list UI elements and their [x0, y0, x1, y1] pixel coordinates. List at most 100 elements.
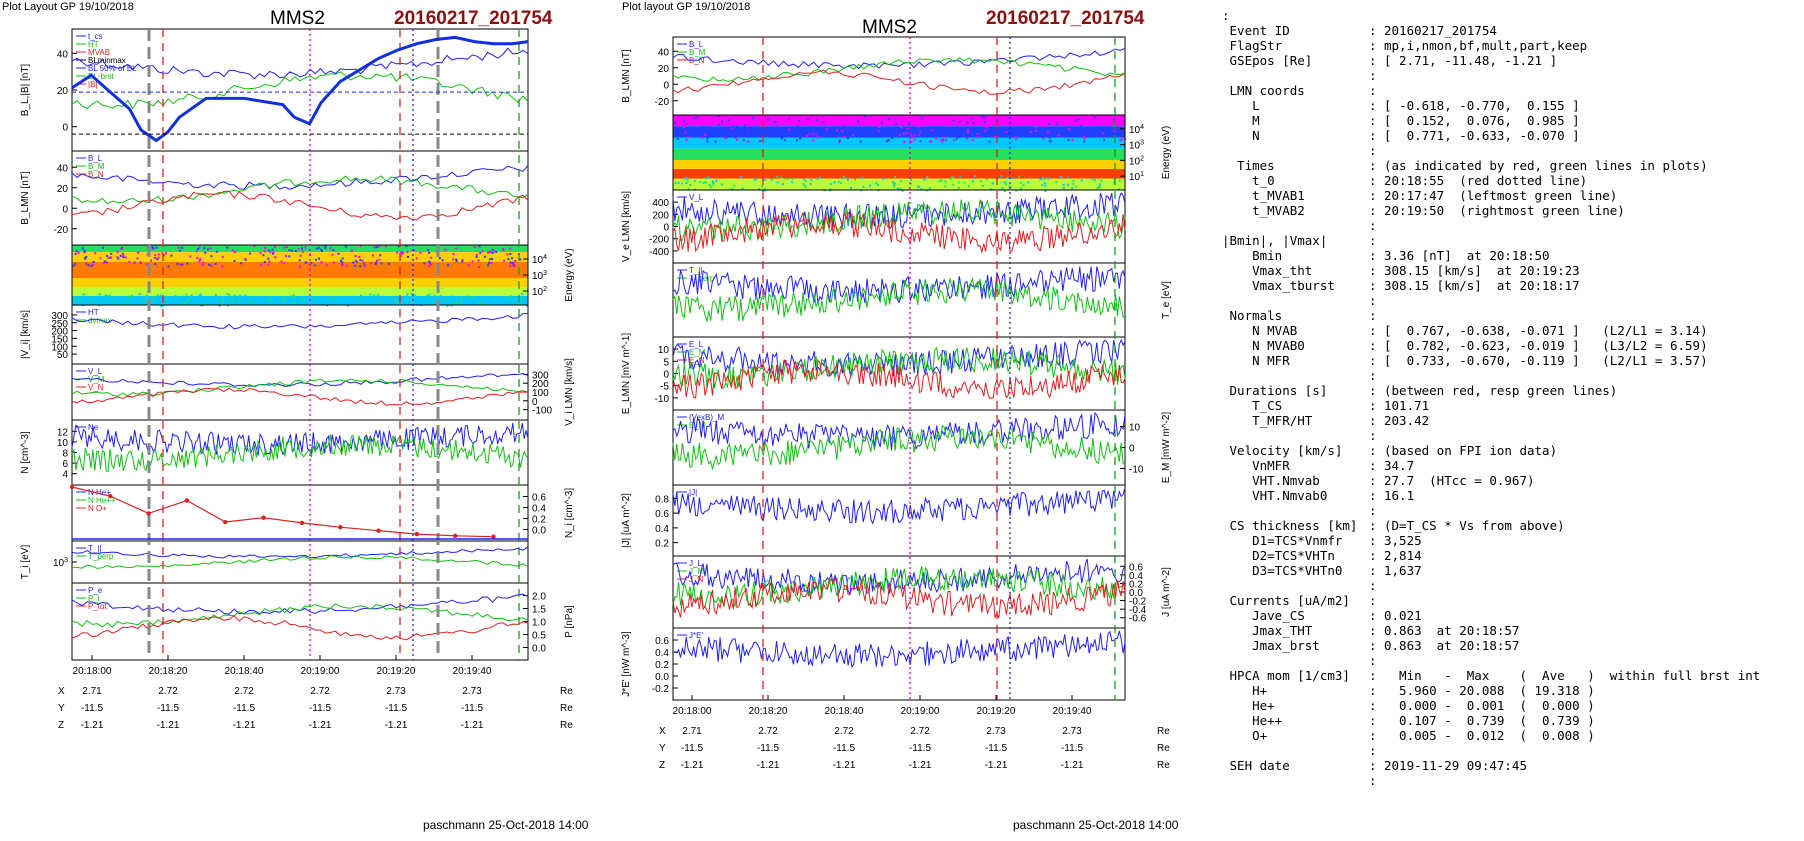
series-line: [71, 546, 529, 559]
spectrogram-pixel: [473, 246, 476, 249]
he-plus-plus-point: [452, 533, 458, 539]
spectrogram-pixel: [423, 262, 426, 265]
spectrogram-pixel: [1118, 179, 1121, 182]
info-line: Jave_CS:0.021: [1222, 608, 1802, 623]
spectrogram-pixel: [796, 125, 799, 128]
spectrogram-pixel: [921, 116, 924, 119]
spectrogram-pixel: [911, 126, 914, 129]
position-label: Y: [58, 703, 65, 714]
spectrogram-pixel: [973, 134, 976, 137]
spectrogram-pixel: [334, 297, 337, 300]
spectrogram-band: [72, 296, 528, 305]
spectrogram-pixel: [179, 263, 182, 266]
y-tick-label: 0.4: [655, 524, 669, 535]
spectrogram-pixel: [1087, 117, 1090, 120]
spectrogram-pixel: [491, 251, 494, 254]
spectrogram-pixel: [803, 134, 806, 137]
y-tick-label: 0.4: [655, 648, 669, 659]
spectrogram-pixel: [361, 259, 364, 262]
spectrogram-pixel: [434, 302, 437, 305]
spectrogram-pixel: [759, 135, 762, 138]
spectrogram-pixel: [929, 140, 932, 143]
y-tick-label: 2.0: [532, 592, 546, 603]
spectrogram-pixel: [720, 118, 723, 121]
spectrogram-pixel: [739, 176, 742, 179]
y-tick-label: 104: [1129, 124, 1144, 136]
panel-8: -0.20.00.20.40.6 J*E' [nW m^-3] J*E': [621, 627, 1126, 701]
spectrogram-pixel: [428, 293, 431, 296]
spectrogram-pixel: [250, 301, 253, 304]
spectrogram-pixel: [807, 118, 810, 121]
spectrogram-pixel: [1113, 130, 1116, 133]
spectrogram-pixel: [969, 119, 972, 122]
spectrogram-pixel: [77, 251, 80, 254]
info-key: Times: [1222, 158, 1275, 173]
y-axis-label: E_M [mW m^-2]: [1161, 412, 1172, 484]
spectrogram-pixel: [375, 246, 378, 249]
spectrogram-pixel: [846, 137, 849, 140]
panel-1: -20 0 20 40 B_LMN [nT] B_LB_MB_N: [20, 150, 529, 246]
spectrogram-pixel: [479, 302, 482, 305]
info-colon: :: [1369, 158, 1377, 173]
y-tick-label: 5: [663, 357, 669, 368]
position-value: 2.72: [158, 686, 178, 697]
bl-series-line: [71, 35, 529, 143]
spectrogram-pixel: [985, 178, 988, 181]
spectrogram-pixel: [281, 298, 284, 301]
spectrogram-pixel: [122, 254, 125, 257]
y-tick-label: 0.0: [655, 672, 669, 683]
spectrogram-pixel: [941, 140, 944, 143]
spectrogram-pixel: [271, 248, 274, 251]
info-value: 20:17:47 (leftmost green line): [1384, 188, 1618, 203]
panel-2: 102 103 104 Energy (eV): [71, 244, 575, 307]
spectrogram-pixel: [800, 115, 803, 118]
spectrogram-pixel: [885, 140, 888, 143]
spectrogram-pixel: [318, 246, 321, 249]
spectrogram-pixel: [341, 261, 344, 264]
y-tick-label: 0: [663, 80, 669, 91]
spectrogram-pixel: [1067, 183, 1070, 186]
spectrogram-pixel: [267, 263, 270, 266]
spectrogram-pixel: [1096, 187, 1099, 190]
info-line: :: [1222, 428, 1802, 443]
spectrogram-pixel: [516, 301, 519, 304]
position-value: -1.21: [833, 760, 856, 771]
y-axis-label: B_LMN [nT]: [621, 49, 632, 103]
spectrogram-pixel: [1055, 181, 1058, 184]
spectrogram-pixel: [966, 131, 969, 134]
info-key: Durations [s]: [1222, 383, 1328, 398]
legend-label: J_N: [689, 575, 703, 584]
spectrogram-pixel: [87, 264, 90, 267]
info-value: 5.960 - 20.088 ( 19.318 ): [1384, 683, 1595, 698]
spectrogram-pixel: [1117, 188, 1120, 191]
spectrogram-pixel: [910, 133, 913, 136]
spectrogram-pixel: [900, 180, 903, 183]
spectrogram-pixel: [441, 259, 444, 262]
spectrogram-pixel: [838, 115, 841, 118]
position-value: -1.21: [681, 760, 704, 771]
spectrogram-pixel: [693, 179, 696, 182]
spectrogram-pixel: [267, 257, 270, 260]
spectrogram-pixel: [113, 300, 116, 303]
spectrogram-pixel: [787, 118, 790, 121]
spectrogram-pixel: [1042, 176, 1045, 179]
y-tick-label: 200: [532, 379, 549, 390]
spectrogram-pixel: [900, 121, 903, 124]
y-tick-label: 0.6: [1129, 562, 1143, 573]
spectrogram-pixel: [210, 255, 213, 258]
spectrogram-pixel: [943, 117, 946, 120]
spectrogram-pixel: [735, 138, 738, 141]
spectrogram-pixel: [210, 264, 213, 267]
spectrogram-pixel: [714, 140, 717, 143]
spectrogram-pixel: [232, 300, 235, 303]
spectrogram-pixel: [132, 301, 135, 304]
y-tick-label: 101: [1129, 171, 1144, 183]
spectrogram-band: [673, 126, 1125, 138]
series-line: [672, 47, 1126, 70]
spectrogram-pixel: [221, 255, 224, 258]
info-line: T_MFR/HT:203.42: [1222, 413, 1802, 428]
info-line: :: [1222, 68, 1802, 83]
y-tick-label: -0.4: [1129, 605, 1147, 616]
spectrogram-pixel: [725, 136, 728, 139]
